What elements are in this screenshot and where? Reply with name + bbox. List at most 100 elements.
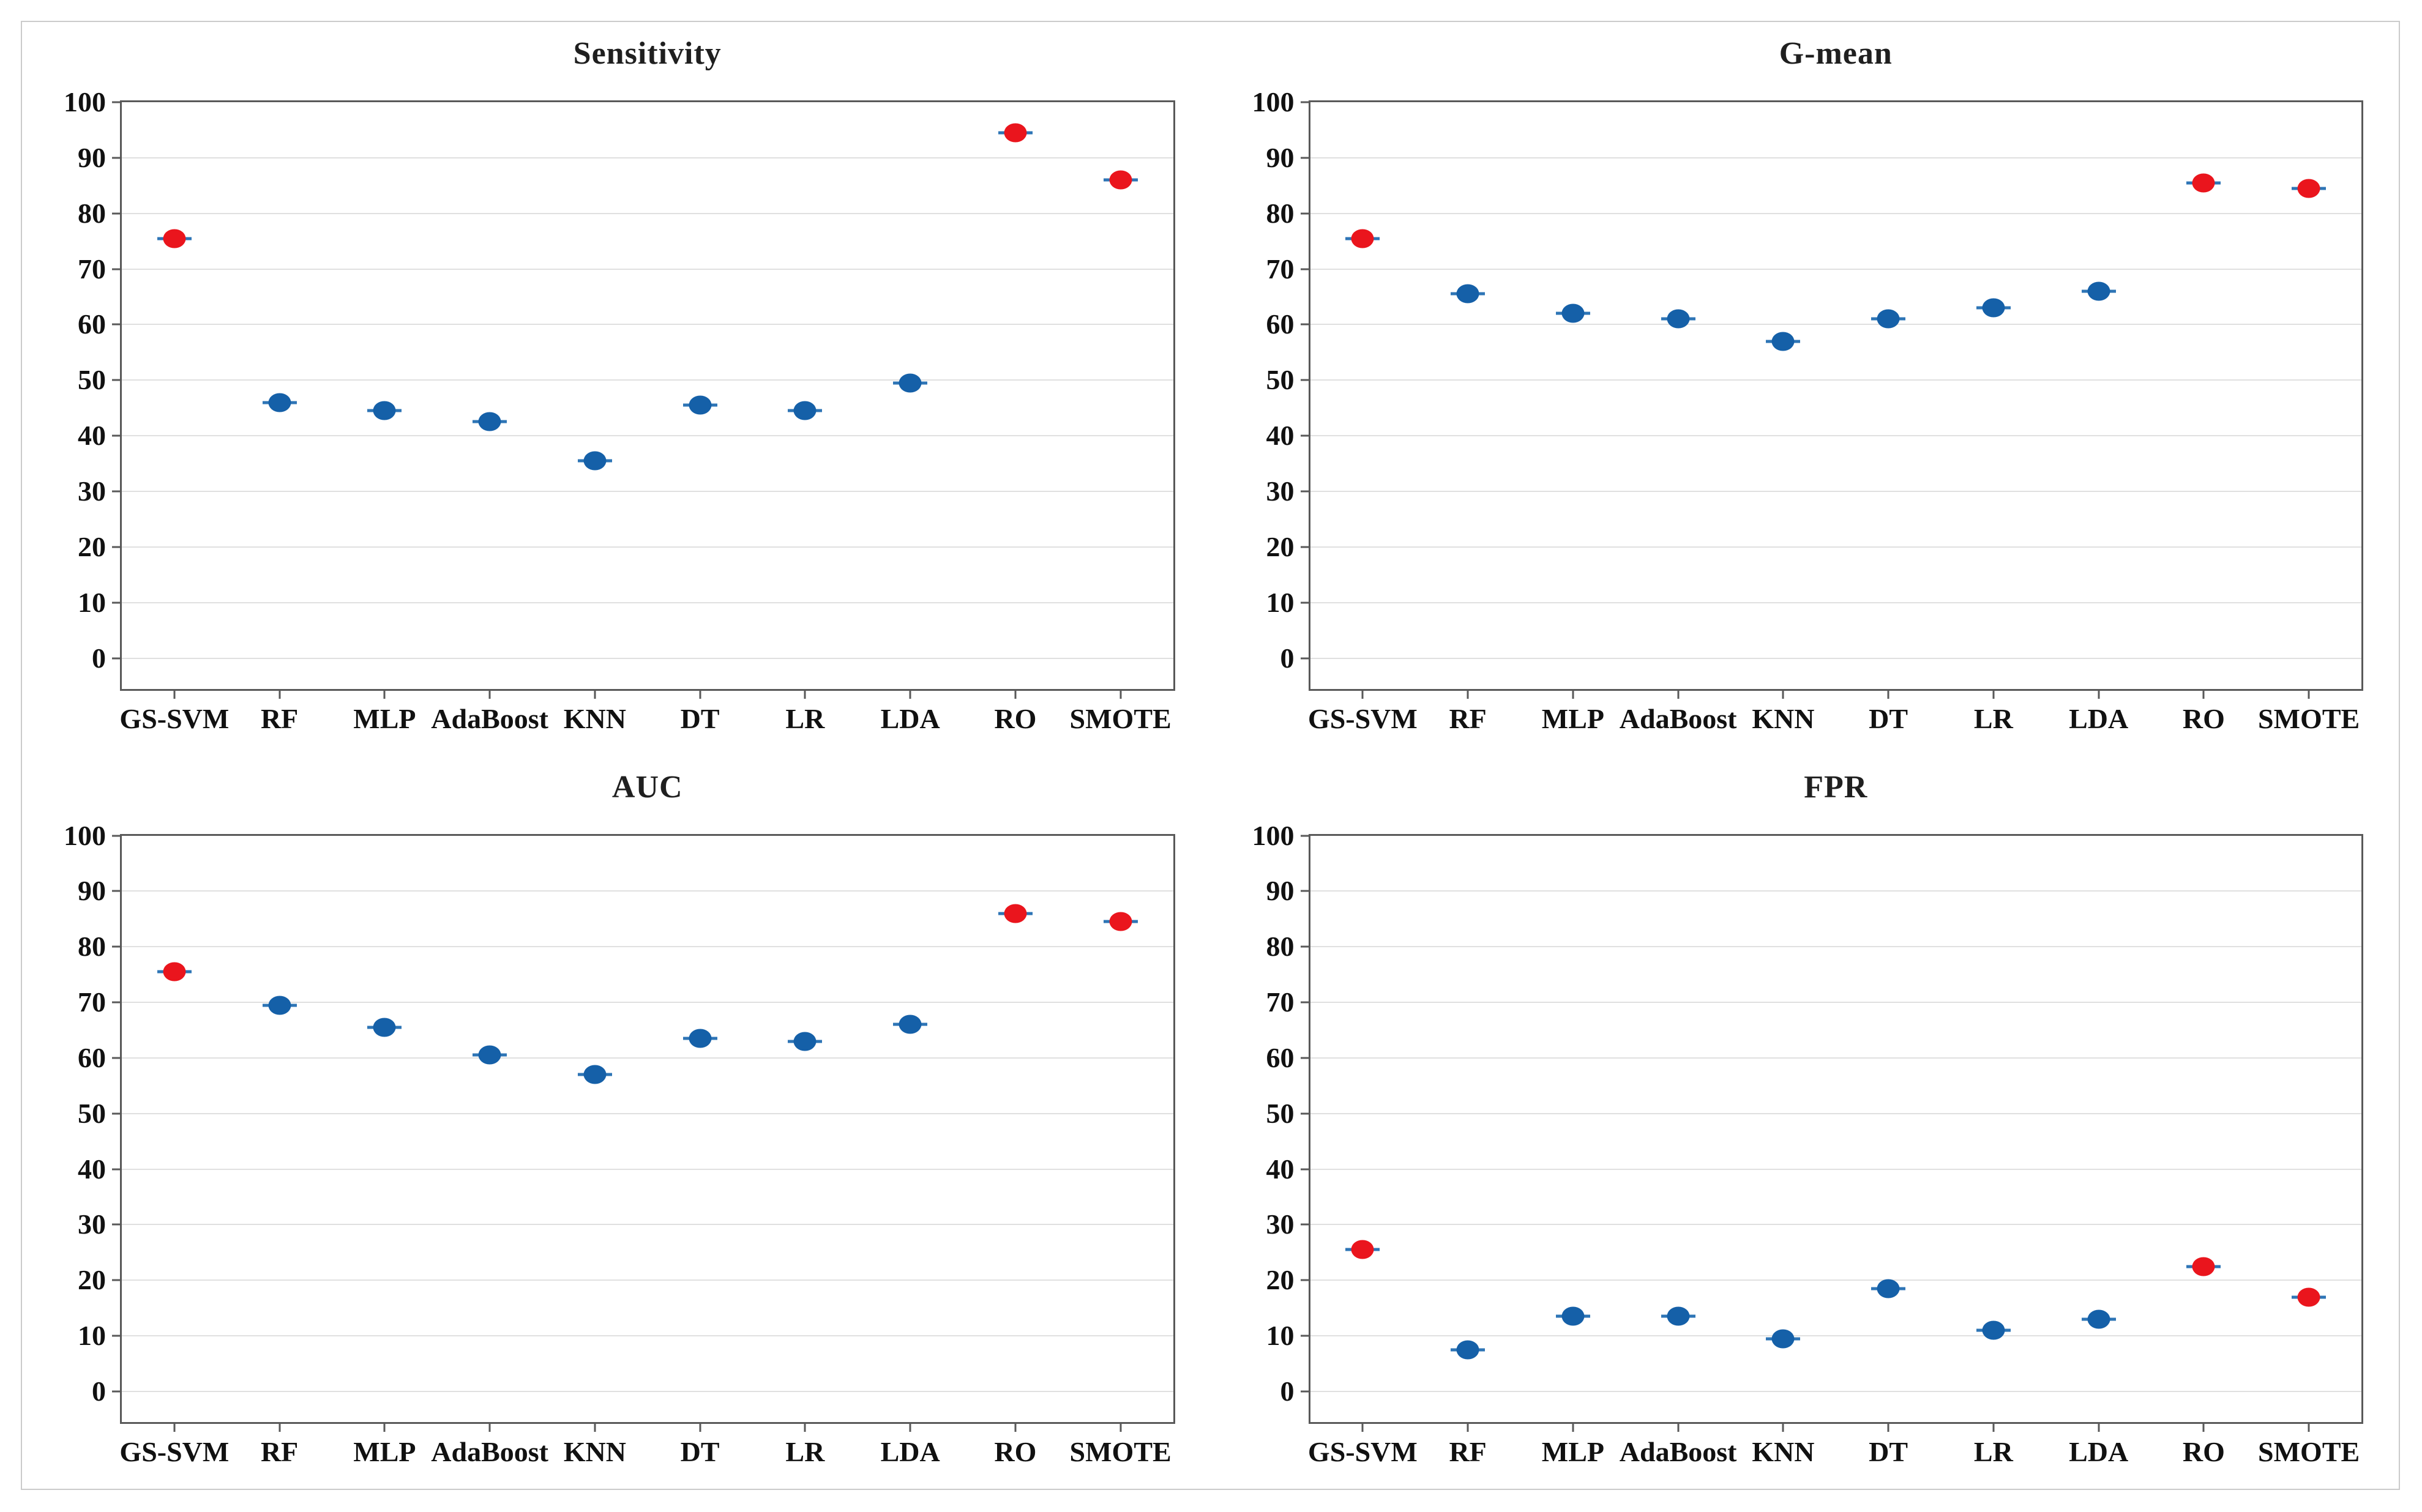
y-tick-20 xyxy=(112,546,122,548)
x-tick-LR xyxy=(1992,1422,1995,1432)
x-tick-SMOTE xyxy=(2308,688,2310,699)
x-tick-label-KNN: KNN xyxy=(1752,1436,1815,1467)
chart-title: G-mean xyxy=(1779,36,1893,71)
plot-box: 0 10 20 30 40 50 60 70 80 90 100 GS-SVM RF MLP AdaBoos… xyxy=(64,821,1175,1466)
y-tick-30 xyxy=(1300,490,1310,493)
gridline-90 xyxy=(122,157,1173,158)
x-tick-SMOTE xyxy=(2308,1422,2310,1432)
point-MLP xyxy=(373,1018,396,1037)
x-tick-MLP xyxy=(1572,1422,1574,1432)
y-tick-0 xyxy=(112,657,122,660)
gridline-0 xyxy=(122,657,1173,659)
x-tick-GS-SVM xyxy=(173,688,176,699)
y-tick-20 xyxy=(112,1279,122,1281)
point-LR xyxy=(793,401,817,420)
y-tick-label-60: 60 xyxy=(78,308,106,340)
gridline-10 xyxy=(1310,601,2361,603)
x-tick-label-KNN: KNN xyxy=(1752,702,1815,734)
x-tick-RF xyxy=(1467,1422,1469,1432)
y-tick-30 xyxy=(112,1223,122,1226)
x-tick-label-RO: RO xyxy=(994,1436,1037,1467)
x-tick-label-DT: DT xyxy=(1869,702,1908,734)
x-tick-MLP xyxy=(1572,688,1574,699)
x-tick-AdaBoost xyxy=(1677,1422,1680,1432)
y-tick-label-90: 90 xyxy=(78,875,106,907)
y-tick-70 xyxy=(112,1001,122,1004)
y-tick-label-0: 0 xyxy=(1280,642,1295,674)
x-tick-LDA xyxy=(909,688,911,699)
y-tick-0 xyxy=(1300,1390,1310,1393)
x-tick-label-SMOTE: SMOTE xyxy=(1069,702,1172,734)
point-KNN xyxy=(583,1065,607,1084)
y-tick-label-40: 40 xyxy=(1266,1153,1295,1185)
gridline-70 xyxy=(122,268,1173,270)
gridline-10 xyxy=(1310,1335,2361,1337)
x-tick-label-RF: RF xyxy=(260,1436,299,1467)
y-tick-70 xyxy=(112,268,122,270)
y-tick-90 xyxy=(1300,890,1310,892)
plot-box: 0 10 20 30 40 50 60 70 80 90 100 GS-SVM RF MLP AdaBoos… xyxy=(64,88,1175,732)
plot-area: 0 10 20 30 40 50 60 70 80 90 100 GS-SVM RF MLP AdaBoos… xyxy=(1252,88,2363,732)
point-KNN xyxy=(1771,1329,1795,1349)
y-tick-label-10: 10 xyxy=(78,586,106,618)
y-tick-label-50: 50 xyxy=(1266,364,1295,396)
y-tick-label-30: 30 xyxy=(1266,475,1295,507)
y-tick-label-10: 10 xyxy=(1266,586,1295,618)
panel-auc: AUC 0 10 20 30 40 50 60 70 80 90 100 GS-SVM RF MLP Ada… xyxy=(22,756,1211,1489)
gridline-10 xyxy=(122,601,1173,603)
y-tick-10 xyxy=(1300,1335,1310,1337)
point-DT xyxy=(689,1029,712,1048)
y-tick-50 xyxy=(1300,379,1310,381)
x-tick-label-DT: DT xyxy=(680,1436,720,1467)
y-tick-label-20: 20 xyxy=(1266,1264,1295,1296)
point-DT xyxy=(689,395,712,415)
y-tick-60 xyxy=(112,323,122,326)
x-tick-RO xyxy=(2202,1422,2205,1432)
gridline-20 xyxy=(122,1279,1173,1281)
chart-title: AUC xyxy=(611,769,683,805)
y-tick-80 xyxy=(112,945,122,948)
y-tick-label-40: 40 xyxy=(78,420,106,452)
x-tick-LR xyxy=(1992,688,1995,699)
panels-grid: Sensitivity 0 10 20 30 40 50 60 70 80 90 100 GS-SVM… xyxy=(22,22,2399,1489)
point-LR xyxy=(1982,298,2005,318)
y-tick-10 xyxy=(112,1335,122,1337)
point-MLP xyxy=(373,401,396,420)
x-tick-label-AdaBoost: AdaBoost xyxy=(1619,1436,1737,1467)
y-tick-label-0: 0 xyxy=(1280,1376,1295,1407)
x-tick-SMOTE xyxy=(1119,688,1122,699)
panel-gmean: G-mean 0 10 20 30 40 50 60 70 80 90 100 GS-SVM RF MLP… xyxy=(1211,22,2399,756)
x-tick-DT xyxy=(699,688,701,699)
y-tick-40 xyxy=(1300,434,1310,437)
gridline-20 xyxy=(1310,546,2361,548)
y-tick-label-50: 50 xyxy=(78,364,106,396)
y-tick-label-0: 0 xyxy=(92,1376,106,1407)
x-tick-label-LDA: LDA xyxy=(880,702,940,734)
point-DT xyxy=(1877,1279,1900,1298)
x-tick-label-MLP: MLP xyxy=(353,702,416,734)
x-tick-LR xyxy=(804,1422,806,1432)
y-tick-label-20: 20 xyxy=(78,1264,106,1296)
gridline-50 xyxy=(1310,379,2361,381)
point-RF xyxy=(1456,284,1479,304)
y-tick-label-80: 80 xyxy=(78,197,106,229)
x-tick-KNN xyxy=(1782,688,1784,699)
gridline-60 xyxy=(122,324,1173,326)
x-tick-DT xyxy=(699,1422,701,1432)
y-tick-80 xyxy=(1300,212,1310,215)
x-tick-DT xyxy=(1887,688,1889,699)
panel-fpr: FPR 0 10 20 30 40 50 60 70 80 90 100 GS-SVM RF MLP Ada… xyxy=(1211,756,2399,1489)
point-RF xyxy=(268,393,291,412)
y-tick-label-100: 100 xyxy=(1252,819,1295,851)
y-tick-10 xyxy=(1300,601,1310,604)
gridline-90 xyxy=(1310,157,2361,158)
point-DT xyxy=(1877,309,1900,329)
x-tick-label-AdaBoost: AdaBoost xyxy=(431,702,548,734)
point-SMOTE xyxy=(1109,912,1132,931)
x-tick-label-GS-SVM: GS-SVM xyxy=(1307,1436,1418,1467)
x-tick-label-LR: LR xyxy=(785,1436,825,1467)
y-tick-label-100: 100 xyxy=(1252,86,1295,117)
y-tick-10 xyxy=(112,601,122,604)
gridline-10 xyxy=(122,1335,1173,1337)
x-tick-LDA xyxy=(2098,688,2100,699)
